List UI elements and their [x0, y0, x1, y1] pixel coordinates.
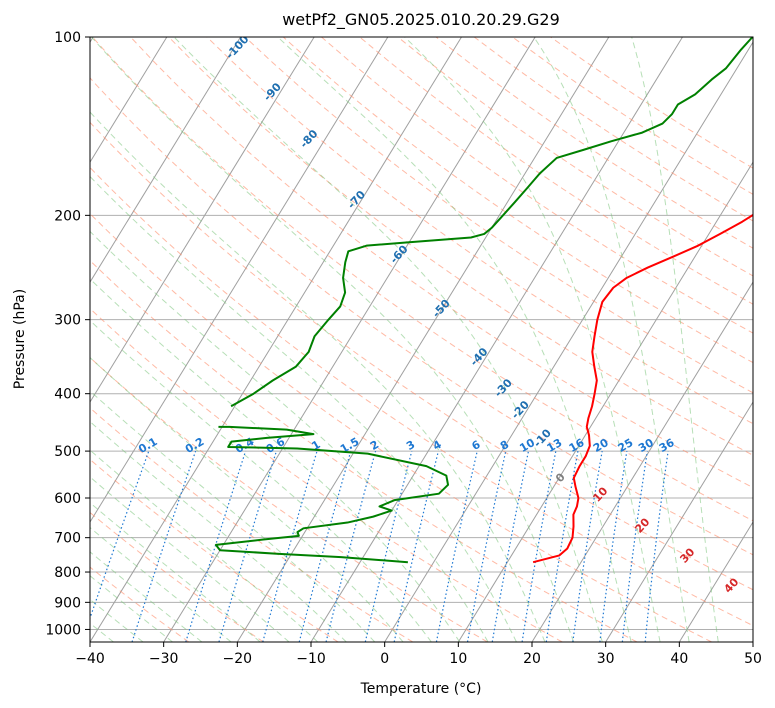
moist-adiabat-line [90, 449, 319, 642]
isotherm-line [457, 161, 753, 642]
dry-adiabat-line [90, 356, 488, 642]
dry-adiabat-line [91, 37, 753, 522]
x-tick-label: 0 [380, 651, 389, 667]
isotherm-line [90, 37, 462, 642]
mixing-ratio-line [644, 451, 669, 642]
dry-adiabat-line [90, 77, 753, 556]
isotherm-line [163, 37, 536, 642]
moist-adiabat-line [90, 230, 489, 642]
moist-adiabat-line [90, 278, 461, 642]
y-tick-label: 300 [54, 313, 81, 329]
dewpoint-profile-line [214, 425, 450, 564]
dry-adiabat-lines [90, 37, 753, 642]
y-tick-label: 100 [54, 30, 81, 46]
dry-adiabat-line [90, 259, 638, 642]
isotherm-line [605, 401, 753, 642]
moist-adiabat-line [90, 476, 290, 642]
moist-adiabat-line [90, 319, 432, 642]
dry-adiabat-line [130, 37, 753, 489]
dry-adiabat-line [90, 407, 414, 642]
chart-title: wetPf2_GN05.2025.010.20.29.G29 [282, 10, 560, 30]
isotherm-line [384, 41, 753, 642]
dry-adiabat-line [90, 212, 712, 642]
dry-adiabat-line [90, 121, 753, 591]
mixing-ratio-line [298, 450, 352, 642]
moist-adiabat-line [90, 390, 376, 642]
isotherm-line [678, 521, 753, 642]
mixing-ratio-line [572, 450, 603, 642]
isotherm-line [236, 37, 610, 642]
x-tick-label: −30 [149, 651, 179, 667]
dry-adiabat-line [282, 37, 753, 364]
profile-series [214, 37, 753, 564]
mixing-ratio-line [599, 451, 628, 642]
moist-adiabat-line [173, 37, 603, 642]
x-tick-label: −20 [223, 651, 253, 667]
mixing-ratio-line [131, 450, 197, 642]
mixing-ratio-line [262, 450, 318, 642]
dry-adiabat-line [90, 307, 563, 642]
moist-adiabat-lines [90, 37, 719, 642]
dry-adiabat-line [90, 166, 753, 627]
dry-adiabat-line [90, 566, 190, 642]
temperature-profile-line [532, 213, 753, 564]
y-tick-label: 200 [54, 208, 81, 224]
x-tick-label: −10 [296, 651, 326, 667]
dry-adiabat-line [90, 458, 339, 642]
moist-adiabat-line [90, 175, 517, 642]
mixing-ratio-line [393, 450, 439, 642]
y-tick-label: 800 [54, 565, 81, 581]
y-tick-label: 900 [54, 595, 81, 611]
dry-adiabat-line [90, 511, 264, 642]
moist-adiabat-line [277, 37, 632, 642]
isotherm-line [90, 37, 389, 523]
moist-adiabat-line [533, 37, 690, 642]
mixing-ratio-line [218, 450, 277, 642]
isotherm-line [90, 37, 241, 284]
plot-area: 0.1 0.2 0.4 0.6 1 1.5 2 3 4 6 8 10 13 16 20 25 30 36-100-… [90, 37, 753, 642]
moist-adiabat-line [91, 37, 575, 642]
y-tick-label: 1000 [45, 622, 81, 638]
mixing-ratio-line [621, 451, 648, 642]
y-tick-label: 600 [54, 491, 81, 507]
y-tick-label: 700 [54, 531, 81, 547]
y-axis-label: Pressure (hPa) [12, 289, 28, 389]
x-tick-label: 30 [597, 651, 615, 667]
mixing-ratio-line [90, 450, 150, 620]
moist-adiabat-line [404, 37, 661, 642]
mixing-ratio-line [364, 450, 413, 642]
mixing-ratio-line [325, 450, 377, 642]
dewpoint-profile-line [230, 37, 753, 408]
y-tick-label: 500 [54, 444, 81, 460]
x-axis-label: Temperature (°C) [360, 681, 482, 697]
moist-adiabat-line [90, 420, 347, 642]
dry-adiabat-line [321, 37, 753, 334]
x-tick-label: 50 [744, 651, 762, 667]
x-tick-label: 20 [523, 651, 541, 667]
y-tick-label: 400 [54, 387, 81, 403]
x-tick-label: 10 [449, 651, 467, 667]
isotherm-line [531, 281, 753, 642]
moist-adiabat-line [90, 111, 546, 642]
moist-adiabat-line [90, 356, 404, 642]
x-tick-label: 40 [670, 651, 688, 667]
mixing-ratio-lines [90, 450, 669, 642]
moist-adiabat-line [631, 37, 719, 642]
mixing-ratio-line [185, 450, 247, 642]
plot-frame [89, 36, 754, 643]
isotherm-line [90, 37, 315, 404]
x-tick-label: −40 [75, 651, 105, 667]
axes-ticks: −40 −30 −20 −10 0 10 20 30 40 50 100 200 300 400 500 60… [45, 30, 762, 667]
dry-adiabat-line [244, 37, 753, 394]
